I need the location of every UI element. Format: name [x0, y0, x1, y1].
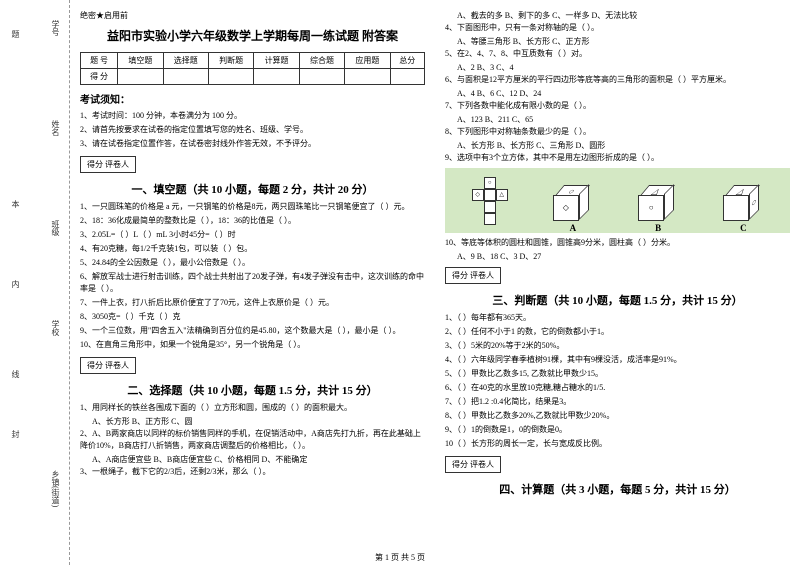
- cube-a: ○ ◇ A: [553, 181, 593, 221]
- opts: A、截去的多 B、剩下的多 C、一样多 D、无法比较: [445, 10, 790, 22]
- cube-b: △ ○ B: [638, 181, 678, 221]
- margin-mark: 内: [10, 280, 21, 288]
- opts: A、等腰三角形 B、长方形 C、正方形: [445, 36, 790, 48]
- q: 8、下列图形中对称轴条数最少的是（ ）。: [445, 126, 790, 138]
- td: [390, 69, 424, 85]
- margin-label: 学号: [50, 20, 61, 36]
- opts: A、4 B、6 C、12 D、24: [445, 88, 790, 100]
- exam-title: 益阳市实验小学六年级数学上学期每周一练试题 附答案: [80, 27, 425, 44]
- q: 5、24.84的全公因数是（ ），最小公倍数是（ ）。: [80, 257, 425, 269]
- th: 题 号: [81, 53, 118, 69]
- section2-title: 二、选择题（共 10 小题，每题 1.5 分，共计 15 分）: [80, 382, 425, 398]
- q: 7、下列各数中能化成有限小数的是（ ）。: [445, 100, 790, 112]
- q: 9、一个三位数，用"四舍五入"法精确到百分位约是45.80，这个数最大是（ ），…: [80, 325, 425, 337]
- section1-title: 一、填空题（共 10 小题，每题 2 分，共计 20 分）: [80, 181, 425, 197]
- cube-figure: ○ ◇△ ○ ◇ A △ ○ B △ ○ C: [445, 168, 790, 233]
- cube-unfold: ○ ◇△: [472, 177, 508, 225]
- q: 6、解放军战士进行射击训练，四个战士共射出了20发子弹，有4发子弹没有击中，这次…: [80, 271, 425, 295]
- notice-item: 1、考试时间：100 分钟，本卷满分为 100 分。: [80, 110, 425, 122]
- margin-label: 学校: [50, 320, 61, 336]
- secret-mark: 绝密★启用前: [80, 10, 425, 21]
- score-box: 得分 评卷人: [80, 156, 136, 173]
- q: 3、一根绳子，截下它的2/3后，还剩2/3米，那么（ ）。: [80, 466, 425, 478]
- score-box: 得分 评卷人: [445, 267, 501, 284]
- q: 4、有20克糖，每1/2千克装1包，可以装（ ）包。: [80, 243, 425, 255]
- q: 1、（ ）每年都有365天。: [445, 312, 790, 324]
- th: 综合题: [299, 53, 344, 69]
- left-column: 绝密★启用前 益阳市实验小学六年级数学上学期每周一练试题 附答案 题 号 填空题…: [80, 10, 425, 501]
- page-footer: 第 1 页 共 5 页: [375, 552, 425, 563]
- q: 7、（ ）把1.2 :0.4化简比，结果是3。: [445, 396, 790, 408]
- right-column: A、截去的多 B、剩下的多 C、一样多 D、无法比较 4、下面图形中，只有一条对…: [445, 10, 790, 501]
- th: 应用题: [345, 53, 390, 69]
- q: 1、一只圆珠笔的价格是 a 元，一只钢笔的价格是8元，两只圆珠笔比一只钢笔便宜了…: [80, 201, 425, 213]
- section3-title: 三、判断题（共 10 小题，每题 1.5 分，共计 15 分）: [445, 292, 790, 308]
- score-box: 得分 评卷人: [445, 456, 501, 473]
- q: 3、2.05L=（ ）L（ ）mL 3小时45分=（ ）时: [80, 229, 425, 241]
- td: [345, 69, 390, 85]
- notice-title: 考试须知：: [80, 91, 425, 106]
- q: 8、（ ）甲数比乙数多20%,乙数就比甲数少20%。: [445, 410, 790, 422]
- q: 2、18：36化成最简单的整数比是（ ），18：36的比值是（ ）。: [80, 215, 425, 227]
- section4-title: 四、计算题（共 3 小题，每题 5 分，共计 15 分）: [445, 481, 790, 497]
- opts: A、123 B、211 C、65: [445, 114, 790, 126]
- q: 4、下面图形中，只有一条对称轴的是（ ）。: [445, 22, 790, 34]
- margin-mark: 封: [10, 430, 21, 438]
- margin-mark: 线: [10, 370, 21, 378]
- q: 6、与面积是12平方厘米的平行四边形等底等高的三角形的面积是（ ）平方厘米。: [445, 74, 790, 86]
- score-box: 得分 评卷人: [80, 357, 136, 374]
- opts: A、2 B、3 C、4: [445, 62, 790, 74]
- q: 10、等底等体积的圆柱和圆锥，圆锥高9分米，圆柱高（ ）分米。: [445, 237, 790, 249]
- margin-mark: 本: [10, 200, 21, 208]
- td: [163, 69, 208, 85]
- td: 得 分: [81, 69, 118, 85]
- td: [208, 69, 253, 85]
- q: 7、一件上衣，打八折后比原价便宜了了70元，这件上衣原价是（ ）元。: [80, 297, 425, 309]
- score-table: 题 号 填空题 选择题 判断题 计算题 综合题 应用题 总分 得 分: [80, 52, 425, 85]
- q: 2、A、B两家商店以同样的标价销售同样的手机，在促销活动中，A商店先打九折，再在…: [80, 428, 425, 452]
- opts: A、A商店便宜些 B、B商店便宜些 C、价格相同 D、不能确定: [80, 454, 425, 466]
- notice-item: 3、请在试卷指定位置作答，在试卷密封线外作答无效，不予评分。: [80, 138, 425, 150]
- margin-label: 乡镇(街道): [50, 470, 61, 507]
- th: 计算题: [254, 53, 299, 69]
- opts: A、9 B、18 C、3 D、27: [445, 251, 790, 263]
- th: 填空题: [118, 53, 163, 69]
- q: 10、在直角三角形中，如果一个锐角是35°，另一个锐角是（ ）。: [80, 339, 425, 351]
- margin-mark: 题: [10, 30, 21, 38]
- margin-label: 班级: [50, 220, 61, 236]
- q: 2、（ ）任何不小于1 的数，它的倒数都小于1。: [445, 326, 790, 338]
- td: [118, 69, 163, 85]
- th: 选择题: [163, 53, 208, 69]
- q: 5、（ ）甲数比乙数多15, 乙数就比甲数少15。: [445, 368, 790, 380]
- q: 1、用同样长的铁丝各围成下面的（ ）立方形和圆，围成的（ ）的面积最大。: [80, 402, 425, 414]
- td: [299, 69, 344, 85]
- q: 4、（ ）六年级同学春季植树91棵，其中有9棵没活，成活率是91%。: [445, 354, 790, 366]
- td: [254, 69, 299, 85]
- q: 8、3050克=（ ）千克（ ）克: [80, 311, 425, 323]
- main-content: 绝密★启用前 益阳市实验小学六年级数学上学期每周一练试题 附答案 题 号 填空题…: [80, 10, 790, 501]
- notice-item: 2、请首先按要求在试卷的指定位置填写您的姓名、班级、学号。: [80, 124, 425, 136]
- q: 9、选项中有3个立方体，其中不是用左边图形折成的是（ ）。: [445, 152, 790, 164]
- q: 5、在2、4、7、8、中互质数有（ ）对。: [445, 48, 790, 60]
- q: 6、（ ）在40克的水里放10克糖,糖占糖水的1/5.: [445, 382, 790, 394]
- cube-c: △ ○ C: [723, 181, 763, 221]
- binding-margin: 学号 姓名 班级 学校 乡镇(街道) 题 本 内 线 封: [0, 0, 70, 565]
- q: 3、（ ）5米的20%等于2米的50%。: [445, 340, 790, 352]
- th: 总分: [390, 53, 424, 69]
- margin-label: 姓名: [50, 120, 61, 136]
- q: 10（ ）长方形的周长一定，长与宽成反比例。: [445, 438, 790, 450]
- opts: A、长方形 B、正方形 C、圆: [80, 416, 425, 428]
- q: 9、（ ）1的倒数是1，0的倒数是0。: [445, 424, 790, 436]
- opts: A、长方形 B、长方形 C、三角形 D、圆形: [445, 140, 790, 152]
- th: 判断题: [208, 53, 253, 69]
